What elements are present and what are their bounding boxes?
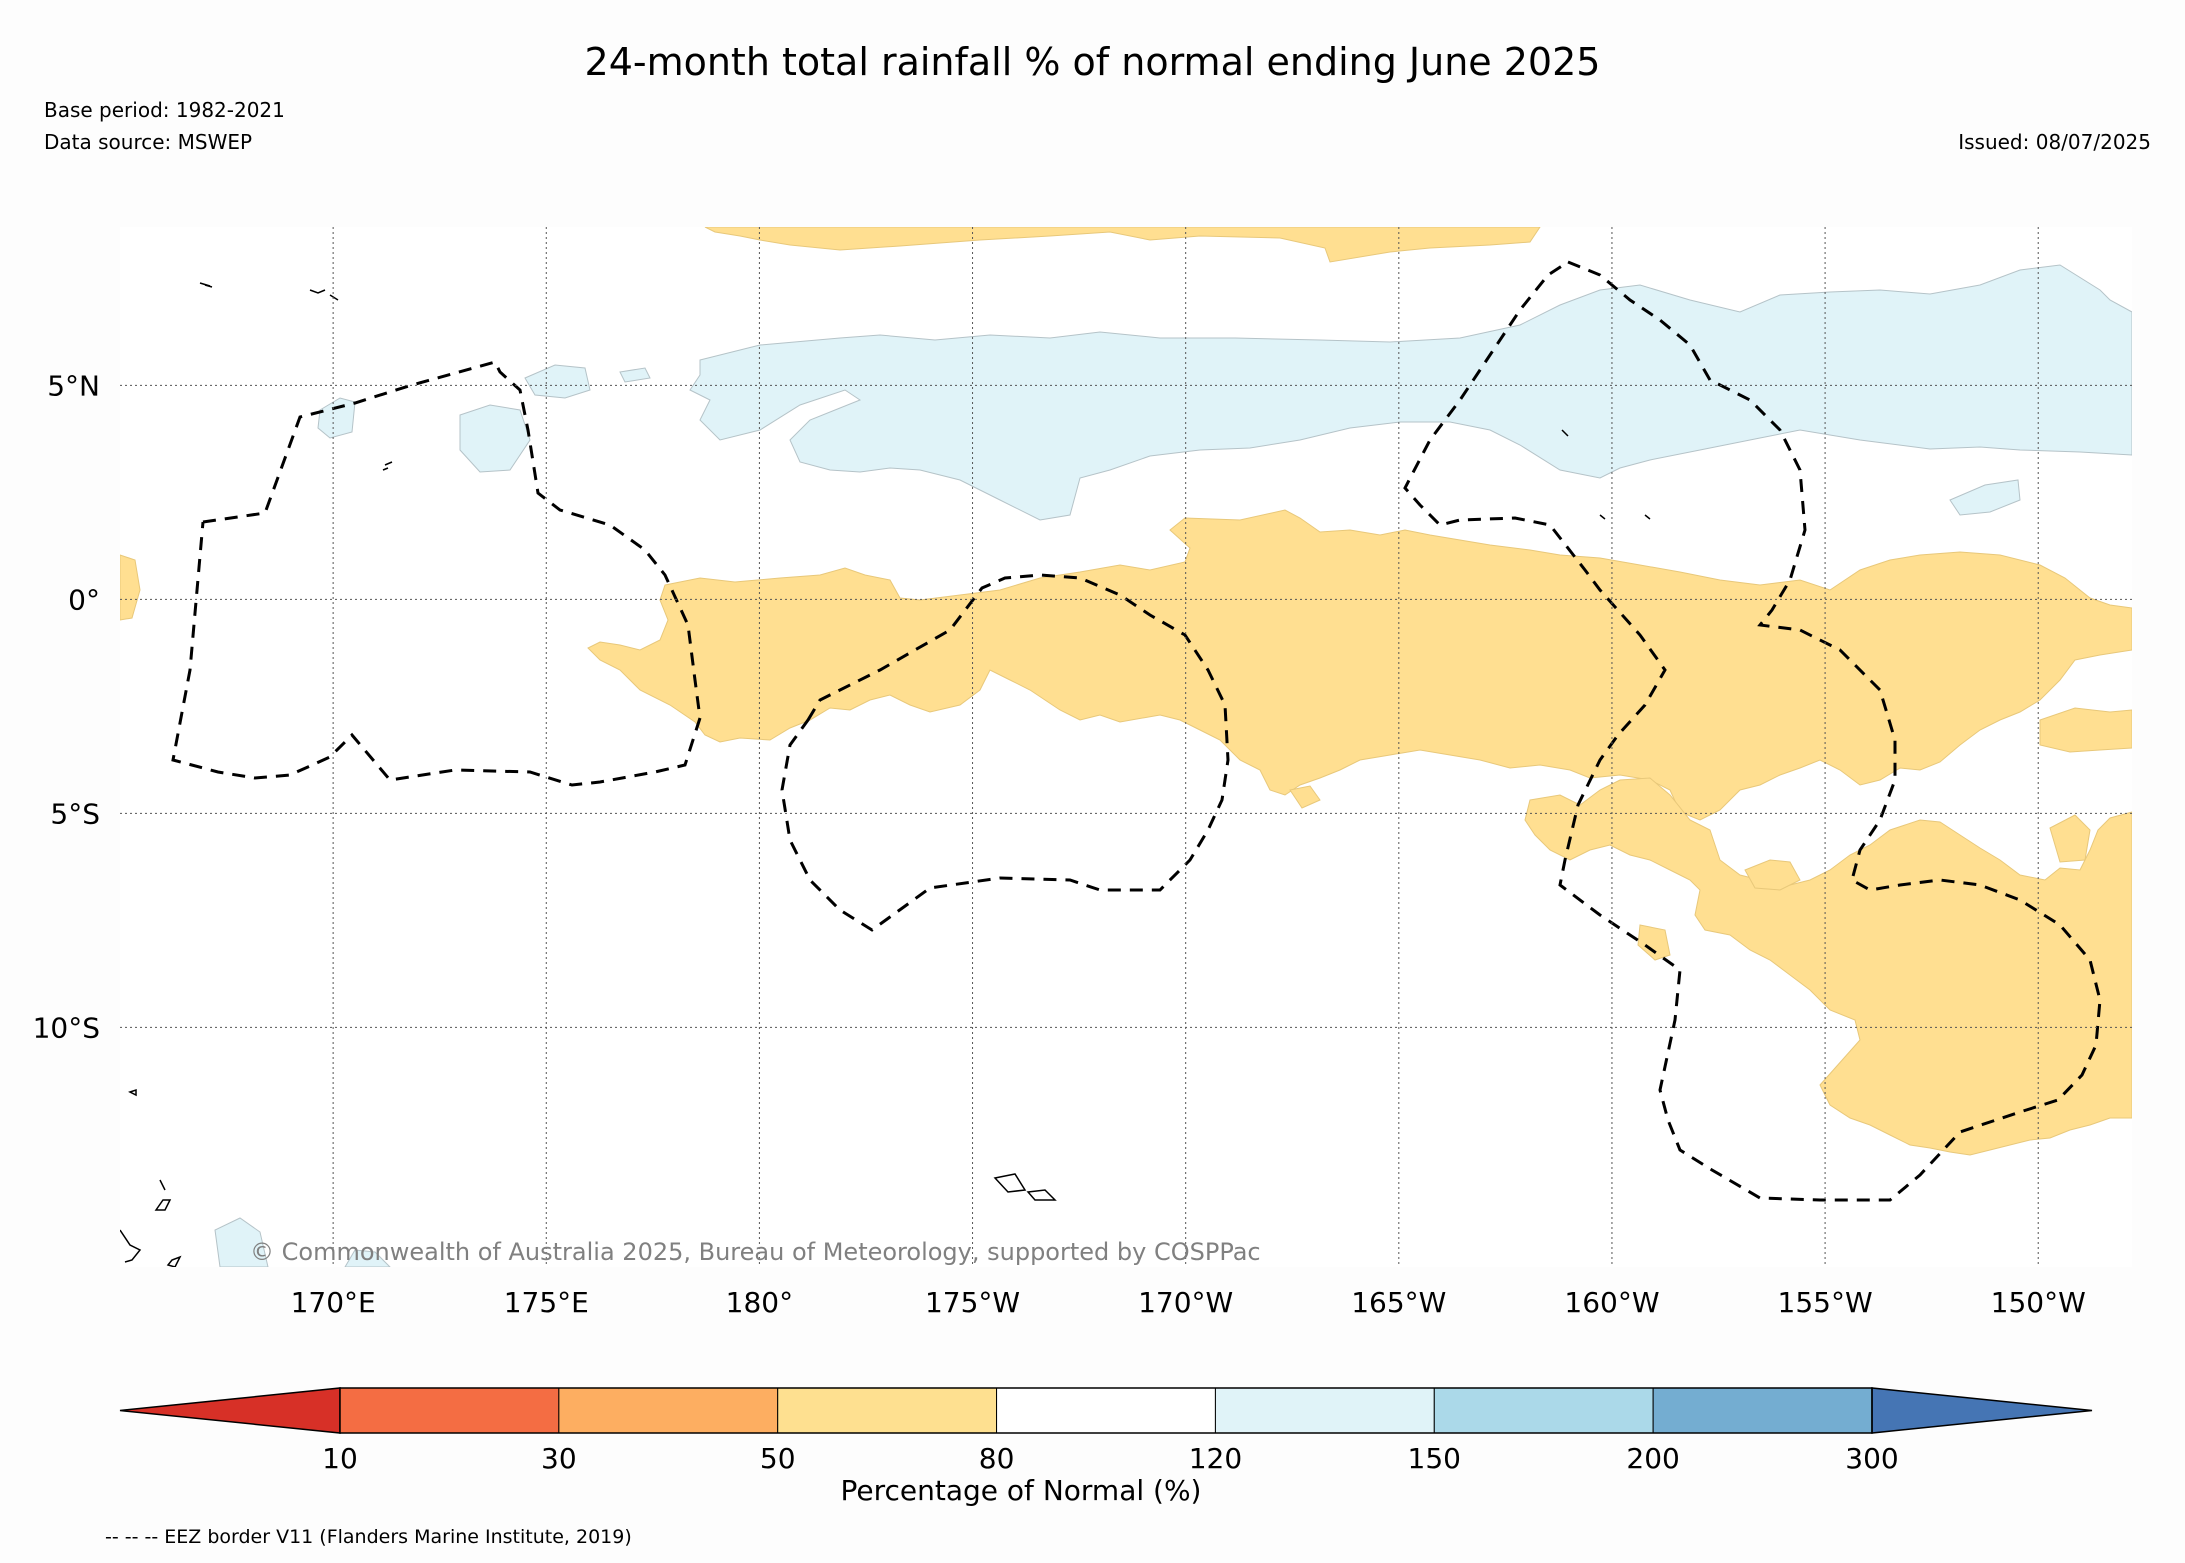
wet-isolated-patch bbox=[1949, 479, 2021, 516]
issued-date-label: Issued: 08/07/2025 bbox=[1958, 130, 2151, 154]
colorbar-tick-label: 150 bbox=[1408, 1442, 1461, 1475]
island-small bbox=[199, 282, 339, 301]
colorbar-tick-label: 10 bbox=[322, 1442, 358, 1475]
colorbar-segment bbox=[996, 1387, 1216, 1434]
graticule bbox=[120, 227, 2132, 1267]
lon-tick-label: 150°W bbox=[1991, 1286, 2086, 1319]
island-small bbox=[382, 461, 393, 471]
wet-isolated-patch bbox=[214, 1217, 269, 1267]
wet-isolated-patch bbox=[459, 404, 531, 473]
colorbar-extend-low bbox=[119, 1387, 341, 1434]
colorbar-segment bbox=[1433, 1387, 1654, 1434]
map-panel: © Commonwealth of Australia 2025, Bureau… bbox=[120, 227, 2132, 1267]
colorbar-tick-label: 200 bbox=[1626, 1442, 1679, 1475]
longitude-tick-labels: 170°E 175°E 180° 175°W 170°W 165°W 160°W 155°W 1… bbox=[291, 1286, 2086, 1319]
wet-isolated-patch bbox=[317, 397, 356, 439]
lon-tick-label: 160°W bbox=[1564, 1286, 1659, 1319]
base-period-label: Base period: 1982-2021 bbox=[44, 98, 285, 122]
lon-tick-label: 180° bbox=[726, 1286, 793, 1319]
island-small bbox=[166, 1255, 182, 1267]
colorbar-tick-label: 300 bbox=[1845, 1442, 1898, 1475]
dry-band-top bbox=[704, 227, 1541, 263]
dry-isolated-patch bbox=[2049, 814, 2091, 863]
colorbar-segment bbox=[558, 1387, 779, 1434]
dry-isolated-patch bbox=[2039, 707, 2132, 753]
colorbar-segment bbox=[339, 1387, 560, 1434]
wet-anomaly-regions bbox=[214, 264, 2132, 1267]
island-small bbox=[1561, 429, 1651, 520]
eez-border bbox=[780, 573, 1230, 932]
latitude-tick-labels: 5°N 0° 5°S 10°S bbox=[33, 369, 100, 1044]
lat-tick-label: 5°N bbox=[47, 369, 100, 402]
colorbar-segment bbox=[777, 1387, 998, 1434]
colorbar: 10 30 50 80 120 150 200 300 Percentage of Normal… bbox=[119, 1387, 2093, 1507]
lat-tick-label: 10°S bbox=[33, 1011, 100, 1044]
dry-band-equatorial bbox=[587, 509, 2132, 821]
island-samoa bbox=[993, 1173, 1027, 1193]
island-small bbox=[120, 1229, 142, 1263]
eez-borders bbox=[171, 260, 2102, 1202]
colorbar-title: Percentage of Normal (%) bbox=[841, 1474, 1202, 1507]
colorbar-segment bbox=[1214, 1387, 1435, 1434]
wet-isolated-patch bbox=[619, 367, 651, 383]
colorbar-extend-high bbox=[1871, 1387, 2093, 1434]
lon-tick-label: 155°W bbox=[1778, 1286, 1873, 1319]
lon-tick-label: 170°E bbox=[291, 1286, 376, 1319]
dry-isolated-patch bbox=[1637, 924, 1671, 961]
colorbar-tick-label: 50 bbox=[760, 1442, 796, 1475]
colorbar-tick-label: 120 bbox=[1189, 1442, 1242, 1475]
lat-tick-label: 5°S bbox=[50, 797, 100, 830]
colorbar-tick-label: 80 bbox=[979, 1442, 1015, 1475]
lon-tick-label: 165°W bbox=[1351, 1286, 1446, 1319]
dry-isolated-patch bbox=[1289, 785, 1321, 809]
colorbar-tick-label: 30 bbox=[541, 1442, 577, 1475]
colorbar-segment bbox=[1652, 1387, 1873, 1434]
wet-band-north bbox=[689, 264, 2132, 521]
island-small bbox=[128, 1088, 137, 1097]
dry-anomaly-regions bbox=[120, 227, 2132, 1156]
eez-legend-footnote: -- -- -- EEZ border V11 (Flanders Marine… bbox=[105, 1526, 632, 1548]
island-small bbox=[154, 1179, 172, 1211]
coastlines bbox=[120, 282, 1651, 1267]
lon-tick-label: 170°W bbox=[1138, 1286, 1233, 1319]
copyright-notice: © Commonwealth of Australia 2025, Bureau… bbox=[250, 1238, 1261, 1266]
wet-isolated-patch bbox=[524, 364, 591, 399]
data-source-label: Data source: MSWEP bbox=[44, 130, 253, 154]
dry-isolated-patch bbox=[1744, 859, 1801, 891]
eez-border bbox=[171, 360, 702, 787]
colorbar-outline bbox=[339, 1387, 1873, 1434]
lon-tick-label: 175°E bbox=[504, 1286, 589, 1319]
wet-isolated-patch bbox=[344, 1249, 391, 1267]
island-samoa bbox=[1026, 1189, 1057, 1201]
eez-border bbox=[1403, 260, 2102, 1202]
map-title: 24-month total rainfall % of normal endi… bbox=[584, 40, 1601, 84]
lat-tick-label: 0° bbox=[68, 583, 100, 616]
dry-isolated-patch bbox=[120, 554, 141, 621]
lon-tick-label: 175°W bbox=[925, 1286, 1020, 1319]
